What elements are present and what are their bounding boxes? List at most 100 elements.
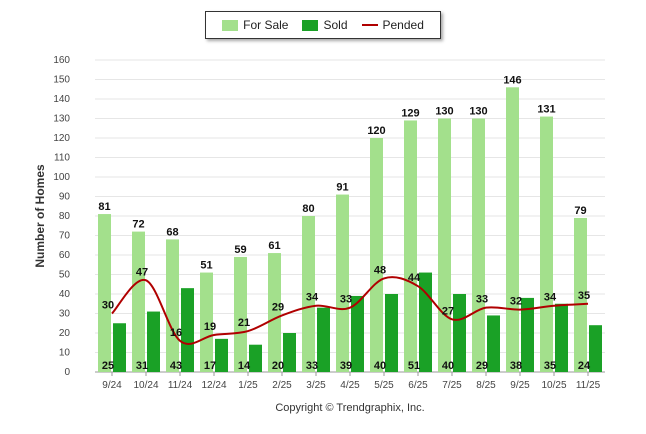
legend: For Sale Sold Pended [205,11,441,39]
data-label-pended: 32 [510,296,522,308]
legend-item-sold[interactable]: Sold [302,18,348,32]
y-tick-label: 30 [59,309,71,320]
bar-sold [113,323,126,372]
data-label-for-sale: 59 [234,244,246,256]
bar-sold [181,288,194,372]
y-tick-label: 0 [64,367,70,378]
bar-sold [215,338,228,372]
legend-label-pended: Pended [382,18,424,32]
y-tick-label: 110 [54,153,70,164]
data-label-for-sale: 120 [367,125,385,137]
x-tick-label: 3/25 [306,380,326,391]
data-label-sold: 35 [544,360,556,372]
legend-item-pended[interactable]: Pended [361,18,424,32]
data-label-sold: 17 [204,360,216,372]
bar-for-sale [132,231,145,372]
bar-sold [487,315,500,372]
y-tick-label: 40 [59,289,71,300]
y-tick-label: 140 [53,94,70,105]
x-tick-label: 4/25 [340,380,360,391]
bar-for-sale [302,216,315,372]
data-label-pended: 33 [340,294,352,306]
y-tick-label: 150 [53,75,70,86]
data-label-for-sale: 91 [336,182,348,194]
x-tick-label: 2/25 [272,380,292,391]
y-tick-label: 160 [53,55,70,66]
bar-sold [147,311,160,372]
y-tick-label: 10 [59,348,71,359]
x-tick-label: 9/24 [102,380,122,391]
data-label-sold: 29 [476,360,488,372]
bar-for-sale [98,214,111,372]
line-pended [111,276,589,345]
y-tick-label: 50 [59,270,71,281]
bar-for-sale [268,253,281,372]
bar-sold [351,295,364,372]
bar-for-sale [506,87,519,373]
bar-for-sale [234,256,247,372]
bar-for-sale [404,120,417,372]
x-tick-label: 11/24 [168,380,193,391]
data-label-sold: 20 [272,360,284,372]
data-label-sold: 24 [578,360,591,372]
data-label-for-sale: 79 [574,205,586,217]
x-tick-label: 1/25 [238,380,258,391]
data-label-sold: 39 [340,360,352,372]
bar-for-sale [370,138,383,372]
x-tick-label: 8/25 [476,380,496,391]
y-tick-label: 60 [59,250,71,261]
data-label-for-sale: 72 [132,219,144,231]
x-tick-label: 6/25 [408,380,428,391]
data-label-pended: 29 [272,301,284,313]
x-tick-label: 12/24 [201,380,226,391]
y-tick-label: 90 [59,192,71,203]
legend-swatch-sold [302,19,319,31]
data-label-sold: 40 [374,360,386,372]
x-tick-label: 11/25 [576,380,601,391]
y-tick-label: 80 [59,211,71,222]
data-label-pended: 27 [442,305,454,317]
x-tick-label: 10/24 [133,380,158,391]
bar-for-sale [472,118,485,372]
bar-sold [249,344,262,372]
data-label-for-sale: 129 [401,107,419,119]
bar-sold [589,325,602,372]
legend-swatch-pended [361,24,378,26]
bar-sold [555,303,568,372]
data-label-for-sale: 146 [503,74,521,86]
data-label-pended: 34 [544,292,557,304]
data-label-sold: 38 [510,360,522,372]
y-tick-label: 120 [53,133,70,144]
legend-label-for-sale: For Sale [243,18,289,32]
bar-sold [453,294,466,372]
data-label-for-sale: 81 [98,201,110,213]
data-label-pended: 16 [170,327,182,339]
data-label-for-sale: 131 [537,104,555,116]
legend-label-sold: Sold [323,18,348,32]
data-label-for-sale: 80 [302,203,314,215]
data-label-for-sale: 130 [469,106,487,118]
copyright-text: Copyright © Trendgraphix, Inc. [275,402,425,414]
data-label-sold: 51 [408,360,420,372]
data-label-pended: 48 [374,264,386,276]
data-label-pended: 35 [578,290,590,302]
data-label-pended: 34 [306,292,319,304]
x-tick-label: 7/25 [442,380,462,391]
legend-item-for-sale[interactable]: For Sale [222,18,288,32]
bar-for-sale [438,118,451,372]
data-label-sold: 14 [238,360,251,372]
data-label-pended: 19 [204,321,216,333]
y-tick-label: 130 [53,114,70,125]
data-label-sold: 33 [306,360,318,372]
x-tick-label: 9/25 [510,380,530,391]
data-label-pended: 44 [408,272,421,284]
y-tick-label: 20 [59,328,71,339]
data-label-for-sale: 51 [200,260,212,272]
data-label-for-sale: 68 [166,226,178,238]
y-tick-label: 100 [53,172,70,183]
bar-for-sale [200,272,213,372]
y-tick-label: 70 [59,231,71,242]
bar-for-sale [166,239,179,372]
